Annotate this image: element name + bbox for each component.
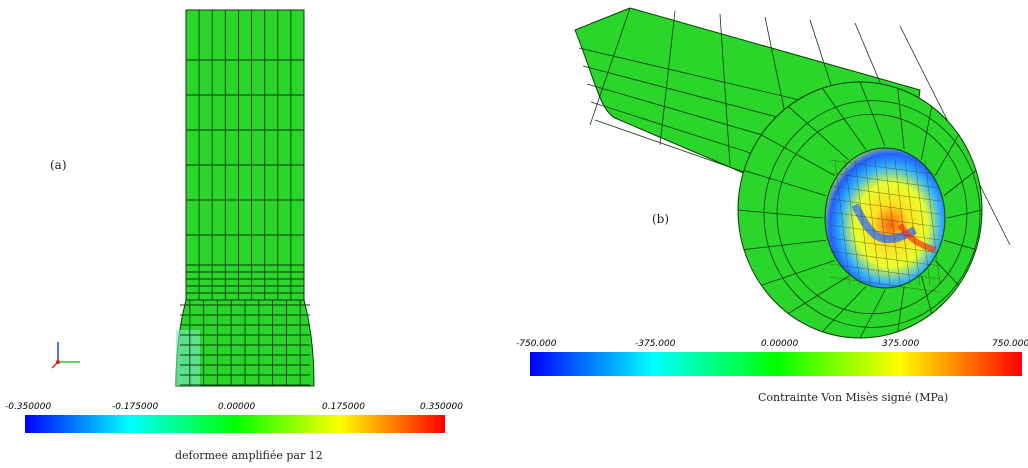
mesh-line [864, 159, 881, 286]
mesh-line [737, 209, 824, 219]
panel-b-caption: Contrainte Von Misès signé (MPa) [758, 391, 949, 404]
flange-ring [763, 100, 981, 328]
mesh-line [829, 185, 941, 202]
bore [824, 147, 946, 289]
mesh-line [904, 159, 921, 286]
mesh-line [844, 159, 861, 286]
mesh-line [946, 209, 983, 219]
mesh-line [943, 170, 977, 197]
mesh-line [829, 159, 941, 176]
panel-b-tick-0: -750.000 [516, 339, 557, 349]
panel-a-tick-2: 0.00000 [218, 402, 256, 412]
mesh-line [659, 10, 676, 146]
mesh-line [943, 239, 977, 250]
panel-a-caption: deformee amplifiée par 12 [175, 449, 323, 462]
axis-triad-icon [51, 342, 80, 369]
mesh-line [829, 211, 941, 228]
mesh-line [874, 159, 891, 286]
panel-a-tick-0: -0.350000 [5, 402, 52, 412]
panel-b-tick-2: 0.00000 [761, 339, 799, 349]
mesh-line [743, 239, 827, 250]
panel-a-tick-1: -0.175000 [112, 402, 159, 412]
mesh-line [829, 276, 941, 293]
panel-b-tick-4: 750.000 [992, 339, 1028, 349]
deformation-tint [176, 330, 200, 386]
mesh-line [894, 159, 911, 286]
mesh-line [788, 275, 849, 314]
mesh-line [829, 250, 941, 267]
mesh-line [829, 224, 941, 241]
panel-b: (b) -750.000 -375.000 0.00000 375.000 75… [480, 0, 1028, 468]
mesh-line [761, 259, 835, 286]
panel-a-tick-4: 0.350000 [420, 402, 463, 412]
panel-b-tick-3: 375.000 [882, 339, 920, 349]
mesh-line [589, 7, 631, 126]
mesh-line [924, 159, 941, 286]
mesh-line [854, 159, 871, 286]
mesh-line [761, 134, 836, 177]
panel-b-colorbar [530, 352, 1022, 376]
panel-b-tick-1: -375.000 [635, 339, 676, 349]
mesh-line [788, 106, 849, 161]
panel-a-label: (a) [50, 158, 67, 172]
mesh-line [743, 170, 827, 197]
panel-a-tick-3: 0.175000 [322, 402, 365, 412]
bore-red-band [897, 223, 936, 253]
mesh-line [829, 237, 941, 254]
panel-a-colorbar [25, 415, 445, 433]
panel-b-label: (b) [652, 212, 670, 226]
panel-b-mesh [574, 7, 1011, 339]
flange-ring [776, 113, 968, 315]
panel-a: (a) -0.350000 -0.175000 0.00000 0.175000… [0, 0, 480, 468]
mesh-line [719, 13, 731, 166]
mesh-line [921, 276, 933, 314]
mesh-line [829, 198, 941, 215]
mesh-line [834, 159, 851, 286]
mesh-line [921, 106, 933, 160]
mesh-line [934, 260, 959, 286]
mesh-line [829, 172, 941, 189]
panel-a-mesh [51, 9, 315, 387]
mesh-line [829, 263, 941, 280]
